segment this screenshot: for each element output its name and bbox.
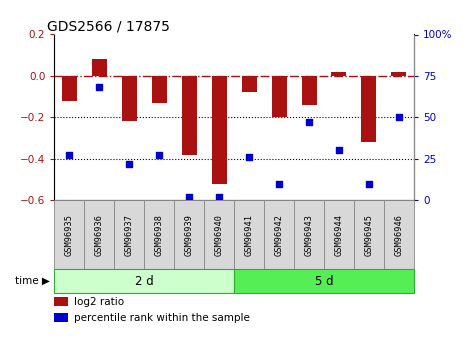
Text: GSM96945: GSM96945 — [364, 214, 374, 256]
Text: log2 ratio: log2 ratio — [74, 297, 124, 307]
Bar — [332, 72, 346, 76]
Bar — [54, 314, 68, 322]
Text: GSM96943: GSM96943 — [305, 214, 314, 256]
Bar — [54, 200, 84, 269]
Text: 5 d: 5 d — [315, 275, 333, 288]
Bar — [384, 200, 414, 269]
Bar — [302, 76, 316, 105]
Point — [335, 148, 343, 153]
Text: GSM96936: GSM96936 — [95, 214, 104, 256]
Bar — [204, 200, 234, 269]
Point — [96, 85, 103, 90]
Bar — [324, 200, 354, 269]
Bar — [242, 76, 256, 92]
Bar — [391, 72, 406, 76]
Point — [125, 161, 133, 166]
Bar — [84, 200, 114, 269]
Point — [66, 152, 73, 158]
Bar — [114, 200, 144, 269]
Text: time ▶: time ▶ — [15, 276, 50, 286]
Text: 2 d: 2 d — [135, 275, 154, 288]
Bar — [211, 76, 227, 184]
Text: GSM96941: GSM96941 — [245, 214, 254, 256]
Bar — [122, 76, 137, 121]
Bar — [92, 59, 107, 76]
Bar — [62, 76, 77, 101]
Point — [365, 181, 373, 186]
Bar — [294, 200, 324, 269]
Text: percentile rank within the sample: percentile rank within the sample — [74, 313, 250, 323]
Text: GDS2566 / 17875: GDS2566 / 17875 — [47, 19, 170, 33]
Bar — [272, 76, 287, 117]
Text: GSM96938: GSM96938 — [155, 214, 164, 256]
Point — [156, 152, 163, 158]
Point — [215, 194, 223, 199]
Text: GSM96939: GSM96939 — [184, 214, 194, 256]
Text: GSM96944: GSM96944 — [334, 214, 343, 256]
Bar — [54, 269, 234, 293]
Text: GSM96937: GSM96937 — [125, 214, 134, 256]
Text: GSM96946: GSM96946 — [394, 214, 403, 256]
Bar — [182, 76, 197, 155]
Text: GSM96940: GSM96940 — [215, 214, 224, 256]
Point — [245, 154, 253, 160]
Bar — [234, 269, 414, 293]
Bar — [361, 76, 377, 142]
Bar — [354, 200, 384, 269]
Text: GSM96942: GSM96942 — [274, 214, 284, 256]
Bar — [144, 200, 174, 269]
Bar — [234, 200, 264, 269]
Text: GSM96935: GSM96935 — [65, 214, 74, 256]
Point — [275, 181, 283, 186]
Bar — [152, 76, 166, 103]
Point — [305, 119, 313, 125]
Point — [185, 194, 193, 199]
Bar — [174, 200, 204, 269]
Bar — [264, 200, 294, 269]
Bar — [54, 297, 68, 306]
Point — [395, 115, 403, 120]
